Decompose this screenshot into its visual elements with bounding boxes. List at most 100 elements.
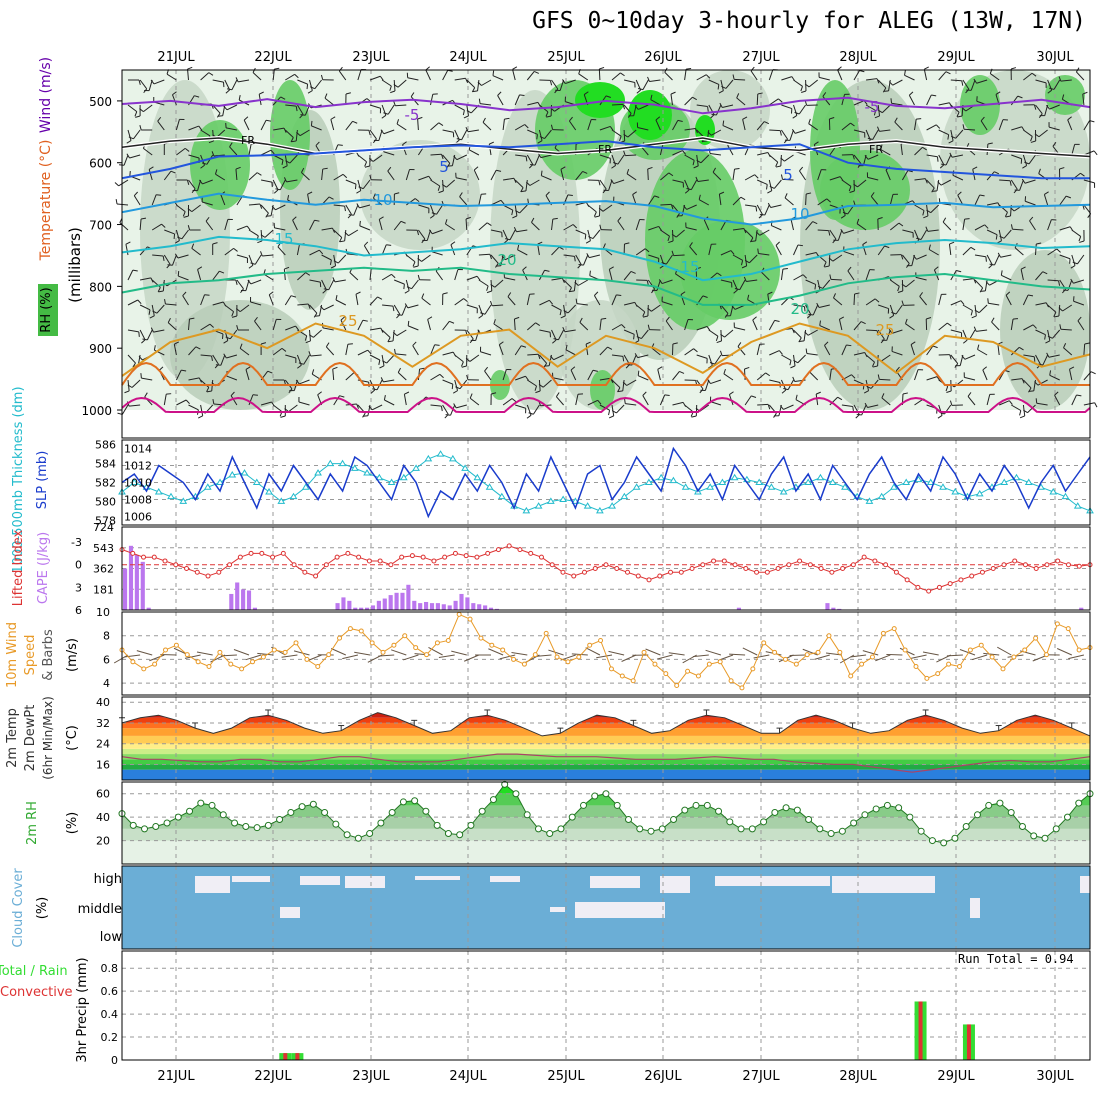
wind10-speed-line-point [1066,627,1070,631]
rh-blob [170,300,310,410]
rh2m-line-point [704,802,710,808]
day-label-bottom: 30JUL [1036,1069,1074,1084]
ylabel-cloud-unit: (%) [35,897,50,920]
wind10-barb [997,647,1011,655]
thickness-line-point [401,475,407,480]
li-line-point [1066,563,1070,567]
wind10-speed-line-point [936,672,940,676]
wind10-speed-line-point [153,662,157,666]
rh2m-line-point [873,806,879,812]
temp-tick: 16 [96,758,110,771]
wind10-speed-line-point [1012,655,1016,659]
wind10-speed-line-point [1023,648,1027,652]
wind10-speed-line-point [990,655,994,659]
contour-label: FR [869,143,883,156]
chart-title: GFS 0~10day 3-hourly for ALEG (13W, 17N) [532,8,1086,34]
rh2m-line-point [524,812,530,818]
rh-green [820,150,910,230]
pressure-tick: 1000 [81,404,112,418]
ylabel-millibars: (millibars) [66,227,84,303]
cape-bar [412,601,416,610]
li-line-point [733,563,737,567]
li-line-point [604,563,608,567]
temp-tick: 40 [96,696,110,709]
li-line-point [712,559,716,563]
slp-tick: 1010 [124,477,152,490]
cape-bar [448,605,452,610]
wind10-barb [947,655,963,656]
rh2m-line-point [817,826,823,832]
li-line-point [937,585,941,589]
cape-bar [825,603,829,610]
wind10-barb [464,655,479,661]
wind10-barb [743,648,757,655]
rh2m-line-point [682,807,688,813]
wind-barb-flag [311,121,312,126]
rh2m-line-point [445,831,451,837]
pressure-tick: 700 [89,219,112,233]
rh2m-line-point [648,828,654,834]
rh2m-line-point [569,814,575,820]
wind-barb-flag [446,415,451,416]
cape-bar [395,593,399,610]
rh2m-line-point [310,801,316,807]
day-label-bottom: 24JUL [449,1069,487,1084]
wind10-tick: 10 [96,606,110,619]
wind10-speed-line [122,614,1090,688]
temp-band [122,749,1090,754]
wind-barb-flag [452,384,453,389]
wind10-speed-line-point [816,650,820,654]
rh2m-line-point [175,814,181,820]
ylabel-3hr-precip: 3hr Precip (mm) [75,957,90,1062]
thickness-line-point [683,484,689,489]
rh2m-line-point [659,826,665,832]
wind-barb-flag [579,264,584,265]
rh2m-band [122,829,1090,841]
day-label-top: 22JUL [254,50,292,65]
thickness-line-point [879,494,885,499]
wind-barb-flag [1094,151,1097,155]
rh2m-line-point [862,812,868,818]
cloud-level-low: low [100,930,123,945]
cape-bar [424,602,428,610]
wind10-speed-line-point [359,629,363,633]
cape-bar [471,603,475,610]
rh2m-line-point [423,808,429,814]
run-total-label: Run Total = 0.94 [958,952,1074,966]
ylabel-minmax: (6hr Min/Max) [41,696,55,780]
thickness-tick: 584 [95,458,116,471]
wind10-tick: 4 [103,677,110,690]
li-line-point [142,555,146,559]
wind-barb [734,79,745,80]
wind-barb-flag [751,241,756,242]
rh2m-line-point [265,822,271,828]
wind10-speed-line-point [305,657,309,661]
rh2m-line-point [614,802,620,808]
contour-label: 15 [680,258,699,276]
wind10-speed-line-point [773,650,777,654]
li-tick: 6 [75,604,82,617]
rh2m-line-point [479,808,485,814]
wind10-speed-line-point [251,660,255,664]
ylabel-total-rain-h: Total / Rain [0,964,68,979]
wind-barb [831,279,842,280]
precip-bar-conv [919,1001,923,1060]
wind-barb-flag [634,334,635,339]
day-label-top: 24JUL [449,50,487,65]
li-line-point [486,551,490,555]
contour-label: 5 [439,158,449,176]
rh2m-line-point [918,828,924,834]
wind-barb [829,255,830,266]
wind10-speed-line-point [860,662,864,666]
li-line-point [378,559,382,563]
wind10-speed-line-point [457,612,461,616]
cape-bar [459,594,463,610]
day-label-bottom: 28JUL [839,1069,877,1084]
rh-bright [628,90,672,140]
wind-barb-flag [924,67,928,69]
wind-barb-flag [686,68,691,69]
rh2m-line-point [513,791,519,797]
li-line-point [948,582,952,586]
contour-label: 10 [373,191,392,209]
wind10-speed-line-point [783,657,787,661]
